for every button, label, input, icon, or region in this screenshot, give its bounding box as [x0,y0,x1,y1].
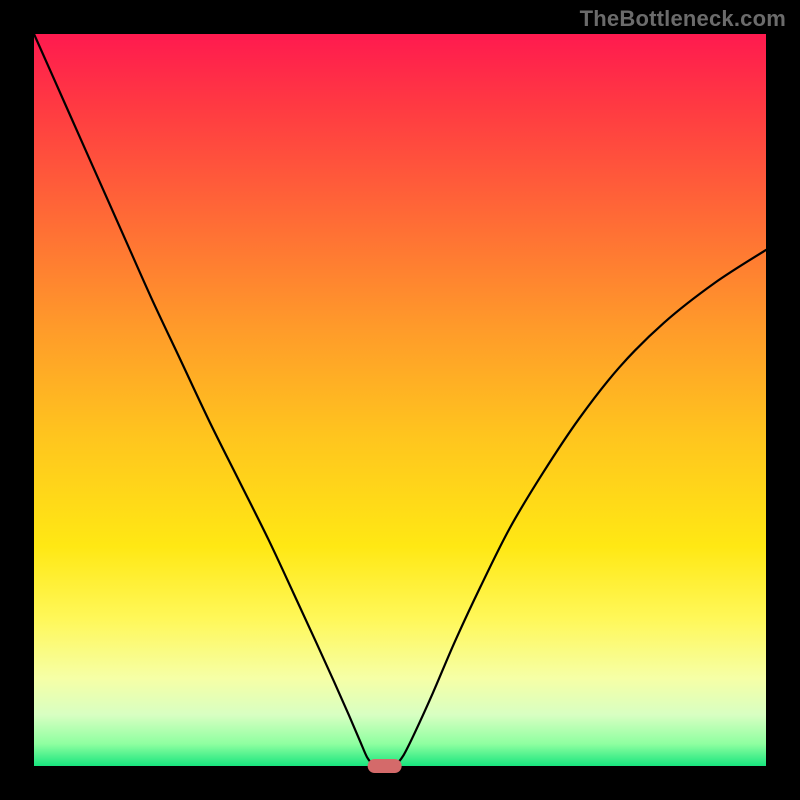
chart-container: { "watermark": { "text": "TheBottleneck.… [0,0,800,800]
optimal-point-marker [368,759,402,773]
watermark-text: TheBottleneck.com [580,6,786,32]
plot-background [34,34,766,766]
bottleneck-chart [0,0,800,800]
